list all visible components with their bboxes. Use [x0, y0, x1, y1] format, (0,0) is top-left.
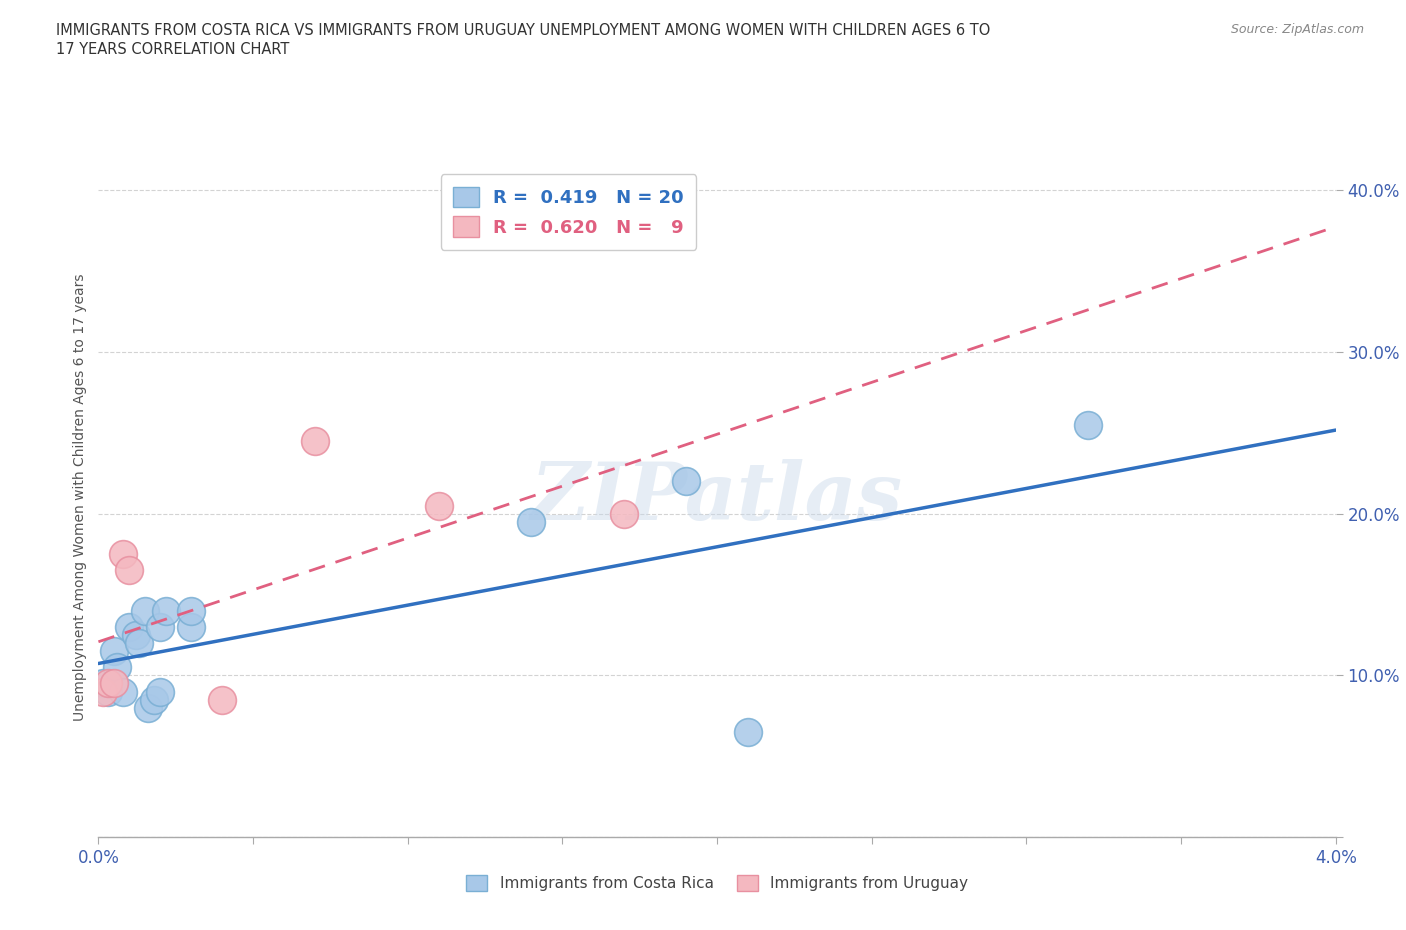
Point — [124, 628, 146, 643]
Point — [613, 506, 636, 521]
Point — [118, 563, 141, 578]
Point — [128, 635, 150, 650]
Point — [112, 547, 135, 562]
Point — [118, 619, 141, 634]
Legend: Immigrants from Costa Rica, Immigrants from Uruguay: Immigrants from Costa Rica, Immigrants f… — [460, 869, 974, 897]
Point — [91, 676, 114, 691]
Point — [97, 684, 120, 699]
Text: 17 YEARS CORRELATION CHART: 17 YEARS CORRELATION CHART — [56, 42, 290, 57]
Y-axis label: Unemployment Among Women with Children Ages 6 to 17 years: Unemployment Among Women with Children A… — [73, 273, 87, 722]
Point — [91, 684, 114, 699]
Text: ZIPatlas: ZIPatlas — [531, 458, 903, 537]
Point — [155, 604, 177, 618]
Text: IMMIGRANTS FROM COSTA RICA VS IMMIGRANTS FROM URUGUAY UNEMPLOYMENT AMONG WOMEN W: IMMIGRANTS FROM COSTA RICA VS IMMIGRANTS… — [56, 23, 991, 38]
Point — [149, 684, 172, 699]
Point — [180, 619, 202, 634]
Point — [143, 692, 166, 707]
Point — [520, 514, 543, 529]
Point — [136, 700, 159, 715]
Point — [180, 604, 202, 618]
Point — [134, 604, 156, 618]
Point — [675, 474, 697, 489]
Point — [304, 433, 326, 448]
Point — [1077, 418, 1099, 432]
Point — [105, 660, 128, 675]
Point — [112, 684, 135, 699]
Point — [737, 724, 759, 739]
Point — [211, 692, 233, 707]
Point — [427, 498, 450, 513]
Point — [149, 619, 172, 634]
Point — [97, 676, 120, 691]
Point — [103, 676, 125, 691]
Point — [103, 644, 125, 658]
Text: Source: ZipAtlas.com: Source: ZipAtlas.com — [1230, 23, 1364, 36]
